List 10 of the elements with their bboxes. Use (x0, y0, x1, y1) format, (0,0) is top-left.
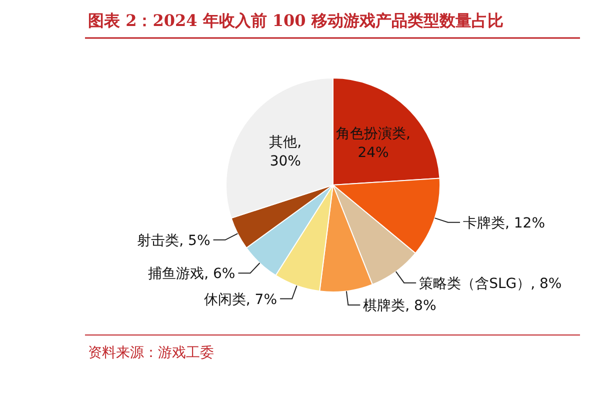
text: 资料来源：游戏工委 (88, 345, 214, 361)
slice-label: 策略类（含SLG）, 8% (419, 276, 562, 292)
slice-label: 休闲类, 7% (204, 292, 278, 308)
slice-label: 射击类, 5% (137, 232, 210, 249)
slice-label: 捕鱼游戏, 6% (148, 266, 236, 282)
slice-label: 棋牌类, 8% (363, 298, 436, 314)
slice-label: 卡牌类, 12% (462, 215, 546, 232)
slice-label: 角色扮演类, 24% (336, 126, 411, 162)
slice-label: 其他, 30% (269, 134, 302, 170)
chart-title: 图表 2：2024 年收入前 100 移动游戏产品类型数量占比 (88, 11, 504, 30)
